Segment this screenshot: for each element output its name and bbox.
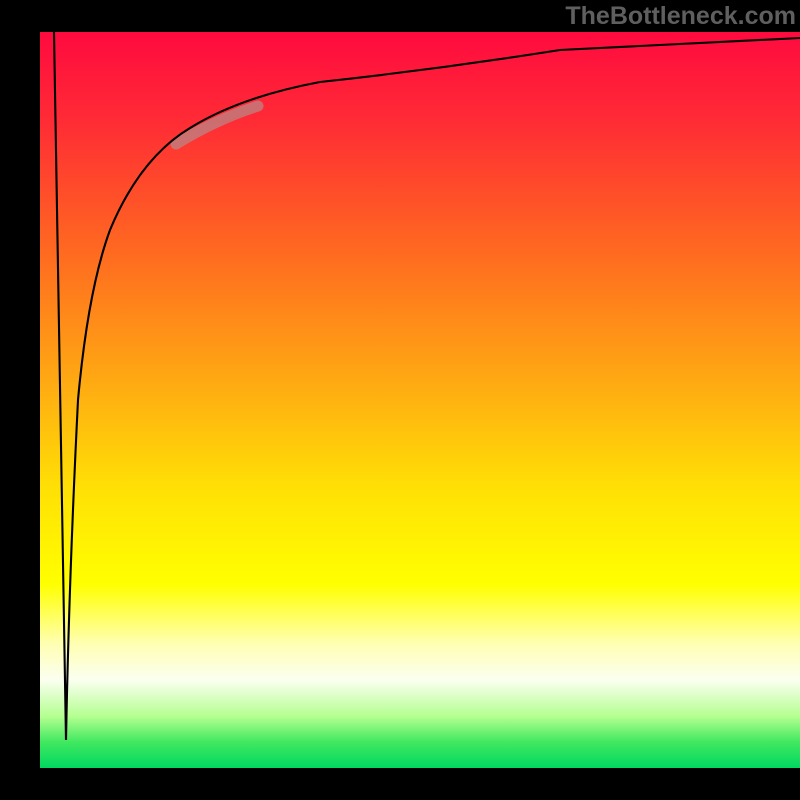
watermark-text: TheBottleneck.com bbox=[565, 2, 796, 31]
chart-container: TheBottleneck.com bbox=[0, 0, 800, 800]
plot-background bbox=[40, 32, 800, 768]
chart-svg bbox=[0, 0, 800, 800]
